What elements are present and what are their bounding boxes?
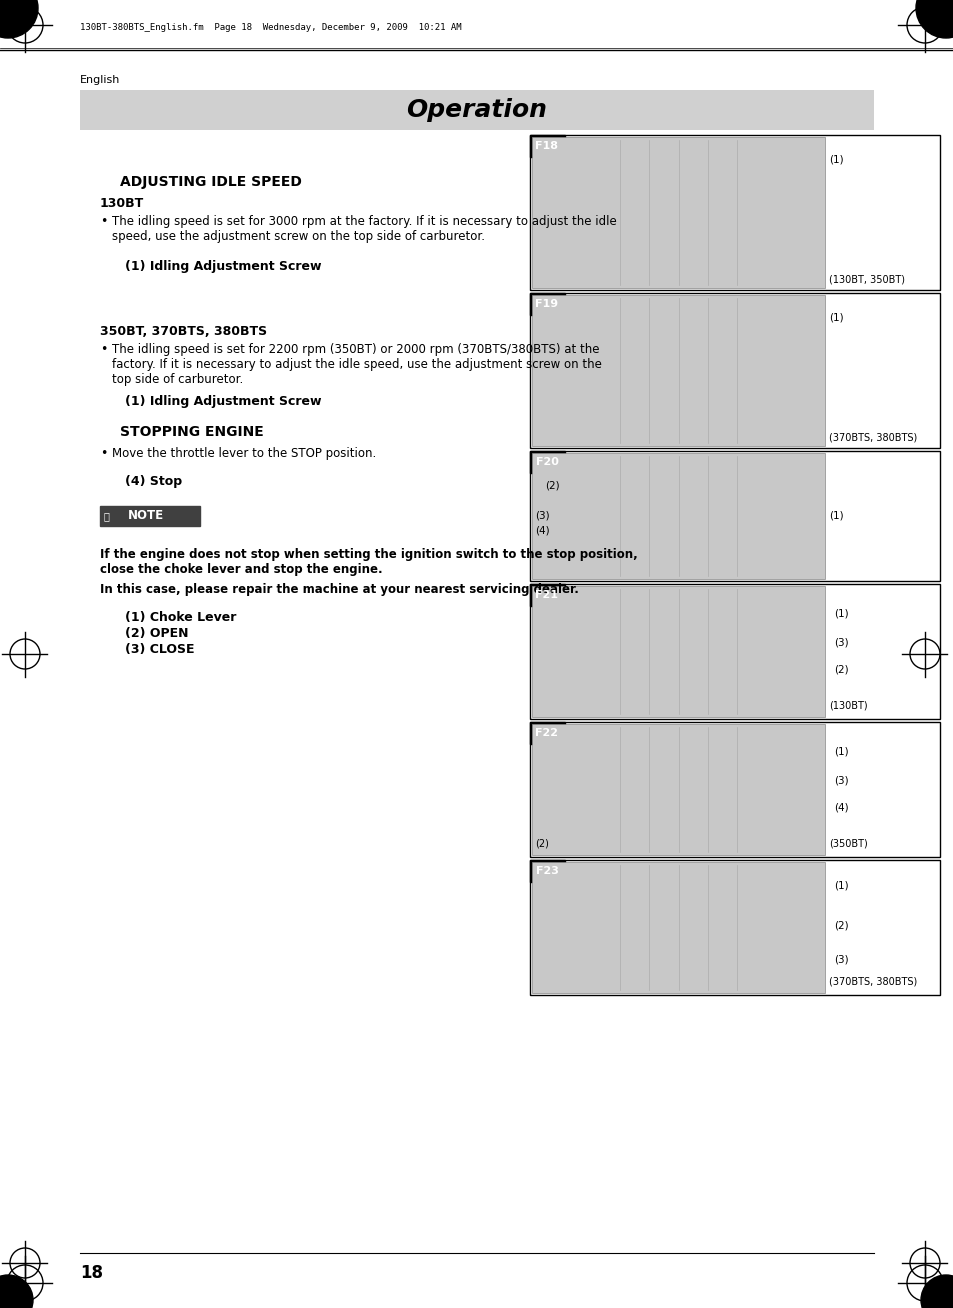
Text: Operation: Operation: [406, 98, 547, 122]
Bar: [530, 722, 939, 857]
Text: If the engine does not stop when setting the ignition switch to the stop positio: If the engine does not stop when setting…: [100, 548, 638, 576]
Text: The idling speed is set for 3000 rpm at the factory. If it is necessary to adjus: The idling speed is set for 3000 rpm at …: [112, 215, 616, 243]
Text: NOTE: NOTE: [128, 510, 164, 522]
Bar: [530, 583, 564, 606]
Text: (1) Choke Lever: (1) Choke Lever: [125, 611, 236, 624]
Text: (3): (3): [834, 955, 848, 964]
Text: F20: F20: [535, 456, 558, 467]
Text: 350BT, 370BTS, 380BTS: 350BT, 370BTS, 380BTS: [100, 324, 267, 337]
Text: STOPPING ENGINE: STOPPING ENGINE: [120, 425, 263, 439]
Text: (1): (1): [828, 511, 843, 521]
Text: (2) OPEN: (2) OPEN: [125, 627, 189, 640]
Text: (370BTS, 380BTS): (370BTS, 380BTS): [828, 977, 917, 988]
Text: (2): (2): [834, 664, 848, 675]
Text: (1): (1): [834, 610, 848, 619]
Text: •: •: [100, 343, 108, 356]
Text: F22: F22: [535, 729, 558, 738]
Text: (1) Idling Adjustment Screw: (1) Idling Adjustment Screw: [125, 260, 321, 273]
Bar: [530, 451, 939, 581]
Text: F19: F19: [535, 300, 558, 309]
Bar: [532, 862, 824, 993]
Text: (3): (3): [834, 638, 848, 647]
Text: •: •: [100, 215, 108, 228]
Text: ADJUSTING IDLE SPEED: ADJUSTING IDLE SPEED: [120, 175, 301, 188]
Text: (3) CLOSE: (3) CLOSE: [125, 644, 194, 657]
Text: (2): (2): [834, 921, 848, 931]
Bar: [80, 90, 873, 129]
Text: (1): (1): [834, 880, 848, 889]
Text: (4): (4): [535, 526, 549, 536]
Text: (1): (1): [828, 313, 843, 323]
Text: (130BT): (130BT): [828, 701, 867, 712]
Text: (1): (1): [828, 156, 843, 165]
Text: (2): (2): [535, 838, 548, 849]
Text: The idling speed is set for 2200 rpm (350BT) or 2000 rpm (370BTS/380BTS) at the
: The idling speed is set for 2200 rpm (35…: [112, 343, 601, 386]
Bar: [530, 722, 564, 744]
Bar: [532, 453, 824, 579]
Text: F18: F18: [535, 141, 558, 150]
Bar: [530, 859, 564, 882]
Text: F23: F23: [535, 866, 558, 876]
Text: English: English: [80, 75, 120, 85]
Bar: [532, 296, 824, 446]
Bar: [530, 859, 939, 995]
Text: (370BTS, 380BTS): (370BTS, 380BTS): [828, 433, 917, 443]
Text: (1): (1): [834, 747, 848, 757]
Bar: [530, 293, 564, 315]
Text: F21: F21: [535, 590, 558, 600]
Text: 130BT: 130BT: [100, 198, 144, 211]
Text: 📖: 📖: [104, 511, 110, 521]
Text: (1) Idling Adjustment Screw: (1) Idling Adjustment Screw: [125, 395, 321, 408]
Text: (4): (4): [834, 803, 848, 814]
Bar: [530, 451, 564, 473]
Bar: [530, 293, 939, 449]
Text: (350BT): (350BT): [828, 838, 867, 849]
Text: (2): (2): [544, 481, 559, 490]
Bar: [532, 137, 824, 288]
Circle shape: [915, 0, 953, 38]
Text: (4) Stop: (4) Stop: [125, 475, 182, 488]
Bar: [532, 586, 824, 717]
Text: (130BT, 350BT): (130BT, 350BT): [828, 275, 904, 285]
Bar: [532, 725, 824, 855]
Bar: [530, 135, 939, 290]
Circle shape: [0, 0, 38, 38]
Bar: [100, 506, 200, 526]
Text: (3): (3): [535, 511, 549, 521]
Text: 18: 18: [80, 1264, 103, 1282]
Circle shape: [920, 1275, 953, 1308]
Bar: [530, 583, 939, 719]
Circle shape: [0, 1275, 33, 1308]
Text: (3): (3): [834, 776, 848, 786]
Bar: [530, 135, 564, 157]
Text: In this case, please repair the machine at your nearest servicing dealer.: In this case, please repair the machine …: [100, 583, 578, 596]
Text: •: •: [100, 447, 108, 460]
Text: 130BT-380BTS_English.fm  Page 18  Wednesday, December 9, 2009  10:21 AM: 130BT-380BTS_English.fm Page 18 Wednesda…: [80, 24, 461, 33]
Text: Move the throttle lever to the STOP position.: Move the throttle lever to the STOP posi…: [112, 447, 375, 460]
